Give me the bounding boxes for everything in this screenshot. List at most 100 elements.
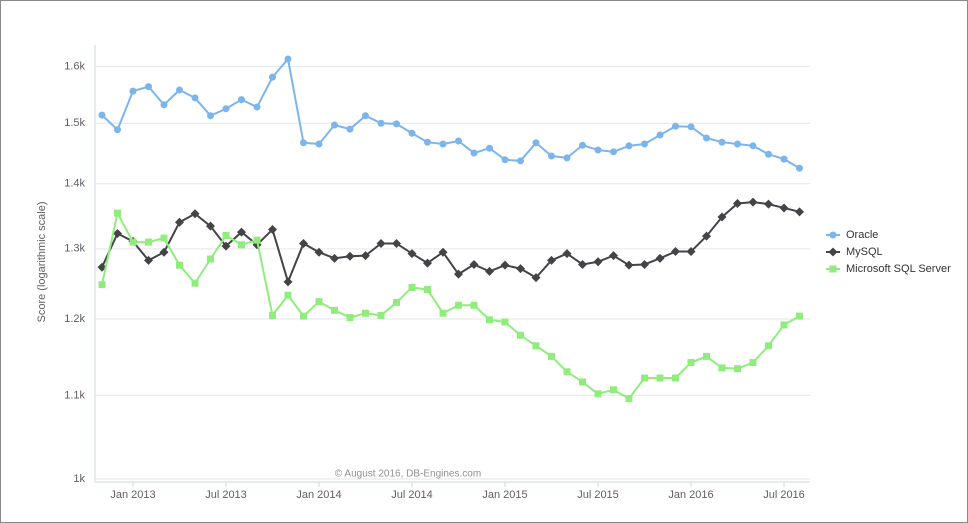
marker [470,149,478,157]
marker [284,291,292,299]
marker [376,238,386,248]
marker [749,359,757,367]
marker [176,86,183,94]
marker [237,227,246,237]
marker [470,301,478,309]
marker [222,231,230,239]
marker [686,247,696,257]
marker [392,238,401,248]
marker [486,316,493,324]
marker [717,212,727,222]
marker [377,119,385,127]
marker [641,374,648,382]
marker [532,139,540,147]
marker [191,94,199,102]
y-tick-label: 1.4k [64,178,85,190]
marker [190,209,200,219]
x-tick-label: Jul 2015 [577,489,619,501]
marker [485,266,494,276]
marker [656,374,664,382]
marker [829,265,837,273]
marker [594,146,602,154]
y-tick-label: 1k [73,473,85,485]
x-tick-label: Jul 2016 [763,489,805,501]
marker [129,238,137,246]
marker [268,224,277,234]
y-tick-label: 1.6k [64,61,85,73]
legend-label: Oracle [846,229,878,241]
marker [765,342,772,350]
marker [362,309,369,317]
marker [501,318,509,326]
series-line [101,56,801,170]
series-line [101,210,800,400]
marker [640,259,649,269]
marker [330,253,339,263]
x-tick-label: Jan 2013 [110,489,155,501]
marker [160,234,168,242]
marker [331,121,338,129]
marker [206,221,215,231]
x-tick-label: Jan 2015 [482,489,527,501]
x-tick-label: Jan 2014 [296,489,341,501]
marker [703,134,710,142]
marker [579,141,586,149]
marker [98,111,106,119]
marker [393,120,400,128]
marker [593,257,603,267]
marker [655,253,665,263]
legend-label: Microsoft SQL Server [846,263,951,275]
marker [563,368,571,376]
marker [454,269,463,279]
marker [113,228,122,238]
marker [734,140,741,148]
marker [779,203,789,213]
marker [796,312,803,320]
marker [299,238,308,248]
marker [548,352,555,360]
marker [345,251,355,261]
marker [408,129,416,137]
marker [222,105,230,113]
marker [594,390,602,398]
x-tick-label: Jan 2016 [668,489,713,501]
y-tick-label: 1.3k [64,243,85,255]
marker [331,306,338,314]
marker [749,142,757,150]
marker [97,262,107,272]
marker [486,144,493,152]
marker [672,122,679,130]
marker [207,112,214,120]
marker [346,125,354,133]
marker [284,55,292,63]
marker [687,359,695,367]
marker [300,312,307,320]
marker [703,352,710,360]
marker [532,342,540,350]
marker [439,309,447,317]
marker [501,156,509,164]
x-tick-label: Jul 2013 [205,489,247,501]
marker [687,123,695,131]
marker [145,238,152,246]
marker [253,236,261,244]
marker [238,241,245,249]
marker [269,73,276,81]
marker [362,112,369,120]
marker [624,260,634,270]
marker [361,251,370,261]
marker [500,260,510,270]
marker [253,103,261,111]
marker [455,137,462,145]
marker [159,247,169,257]
marker [408,283,416,291]
marker [407,249,417,259]
marker [625,142,633,150]
marker [734,365,741,373]
marker [114,209,121,217]
x-tick-label: Jul 2014 [391,489,433,501]
marker [748,197,758,207]
marker [424,286,431,294]
marker [315,298,323,306]
marker [300,139,307,147]
